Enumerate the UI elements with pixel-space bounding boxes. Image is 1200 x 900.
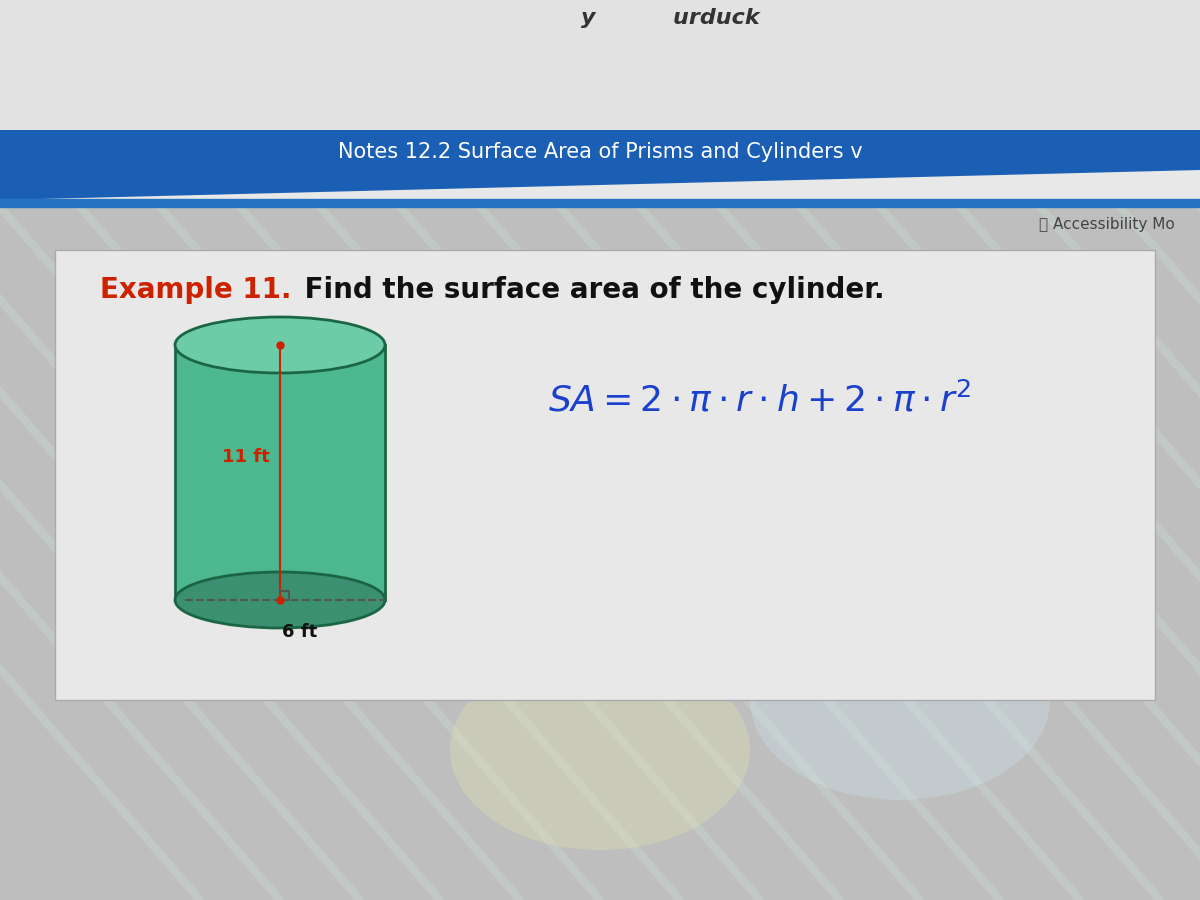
Text: Notes 12.2 Surface Area of Prisms and Cylinders v: Notes 12.2 Surface Area of Prisms and Cy… [337,142,863,162]
Bar [0,207,1200,900]
Ellipse shape [175,572,385,628]
Ellipse shape [175,317,385,373]
Text: 6 ft: 6 ft [282,623,318,641]
Bar [55,250,1154,700]
Bar [175,345,385,600]
Text: ⎘ Accessibility Mo: ⎘ Accessibility Mo [1039,217,1175,232]
Text: $SA = 2 \cdot \pi \cdot r \cdot h + 2 \cdot \pi \cdot r^2$: $SA = 2 \cdot \pi \cdot r \cdot h + 2 \c… [548,382,972,418]
Bar [0,199,1200,207]
Text: 11 ft: 11 ft [222,448,270,466]
Polygon shape [0,130,1200,200]
Text: y          urduck: y urduck [581,8,760,28]
Bar [0,0,1200,130]
Text: Find the surface area of the cylinder.: Find the surface area of the cylinder. [295,276,884,304]
Ellipse shape [550,500,850,700]
Ellipse shape [450,650,750,850]
Text: Example 11.: Example 11. [100,276,292,304]
Ellipse shape [750,600,1050,800]
